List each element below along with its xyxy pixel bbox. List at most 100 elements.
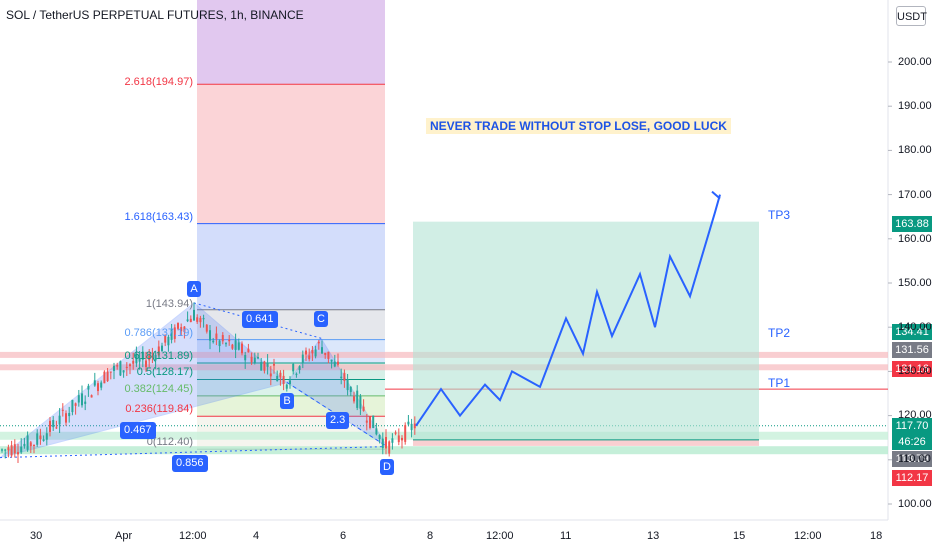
fib-label: 0.236(119.84) [125, 403, 193, 415]
ratio-label: 2.3 [326, 412, 350, 429]
candle-body [81, 393, 83, 406]
target-label-tp2: TP2 [768, 326, 791, 340]
candle-body [234, 340, 237, 350]
candle-body [186, 319, 189, 322]
candle-body [151, 355, 154, 357]
x-tick: 11 [560, 530, 572, 542]
candle-body [122, 370, 125, 373]
candle-body [132, 360, 135, 364]
candle-body [148, 355, 151, 361]
price-badge: 134.41 [892, 324, 932, 340]
candle-body [177, 323, 179, 329]
candle-body [295, 373, 298, 375]
candle-body [394, 432, 397, 434]
candle-body [1, 449, 3, 451]
candle-body [141, 351, 144, 360]
candle-body [7, 447, 10, 451]
x-tick: 18 [870, 530, 883, 542]
y-tick: 100.00 [898, 498, 932, 510]
candle-body [196, 317, 199, 322]
y-tick: 120.00 [898, 409, 932, 421]
candle-body [401, 437, 403, 441]
x-tick: 12:00 [179, 530, 207, 542]
x-tick: 12:00 [794, 530, 822, 542]
candle-body [100, 382, 103, 388]
candle-body [241, 343, 243, 354]
candle-body [154, 354, 157, 361]
candle-body [317, 341, 320, 344]
candle-body [333, 361, 336, 367]
y-tick: 130.00 [898, 365, 932, 377]
x-tick: Apr [115, 530, 133, 542]
candle-body [173, 327, 176, 339]
candle-body [71, 399, 74, 413]
candle-body [385, 436, 387, 449]
candle-body [20, 446, 23, 453]
price-badge: 46:26 [892, 434, 932, 450]
y-tick: 160.00 [898, 233, 932, 245]
candle-body [260, 362, 263, 371]
candle-body [68, 412, 71, 417]
candle-body [298, 366, 301, 370]
candle-body [97, 383, 99, 391]
candle-body [58, 415, 61, 425]
candle-body [106, 371, 109, 382]
candle-body [244, 354, 247, 361]
candle-body [74, 403, 77, 406]
candle-body [311, 350, 314, 354]
candle-body [346, 379, 349, 391]
candle-body [413, 423, 416, 429]
candle-body [205, 324, 208, 332]
candle-body [359, 396, 362, 409]
take-profit-zone [413, 221, 759, 440]
candle-body [42, 439, 45, 441]
candle-body [33, 444, 35, 446]
ratio-label: 0.467 [120, 422, 156, 439]
y-tick: 190.00 [898, 100, 932, 112]
candle-body [273, 363, 275, 366]
fib-label: 0.786(137.19) [124, 327, 194, 339]
candle-body [340, 376, 343, 379]
candle-body [84, 401, 87, 404]
candle-body [410, 423, 413, 431]
candle-body [202, 318, 205, 320]
candle-body [314, 349, 317, 357]
candle-body [23, 443, 26, 447]
fib-label: 0(112.40) [146, 436, 193, 448]
x-tick: 13 [647, 530, 660, 542]
candle-body [65, 413, 67, 423]
candle-body [381, 438, 384, 449]
candle-body [276, 375, 279, 382]
candle-body [215, 333, 218, 339]
target-label-tp3: TP3 [768, 208, 791, 222]
candle-body [263, 361, 266, 371]
pattern-triangle [0, 302, 289, 459]
chart-title: SOL / TetherUS PERPETUAL FUTURES, 1h, BI… [6, 8, 304, 22]
candle-body [349, 386, 352, 392]
x-tick: 15 [733, 530, 746, 542]
candle-body [167, 336, 170, 346]
ratio-label: 0.641 [242, 311, 278, 328]
candle-body [193, 309, 195, 321]
candle-body [49, 420, 51, 432]
candle-body [29, 442, 32, 447]
fib-label: 1(143.94) [145, 298, 193, 310]
candle-body [199, 317, 202, 323]
candle-body [330, 359, 333, 362]
x-tick: 6 [340, 530, 347, 542]
candle-body [225, 343, 227, 345]
candle-body [257, 357, 259, 359]
candle-body [39, 435, 42, 440]
x-tick: 4 [253, 530, 260, 542]
candle-body [324, 352, 327, 355]
pattern-point-b: B [280, 393, 294, 409]
candle-body [157, 346, 160, 356]
candle-body [36, 433, 39, 445]
projection-line [415, 194, 721, 427]
candle-body [228, 339, 231, 342]
candle-body [45, 433, 48, 440]
currency-button[interactable]: USDT [896, 6, 927, 26]
pattern-point-d: D [380, 459, 394, 475]
candle-body [77, 395, 80, 403]
candle-body [292, 363, 295, 372]
